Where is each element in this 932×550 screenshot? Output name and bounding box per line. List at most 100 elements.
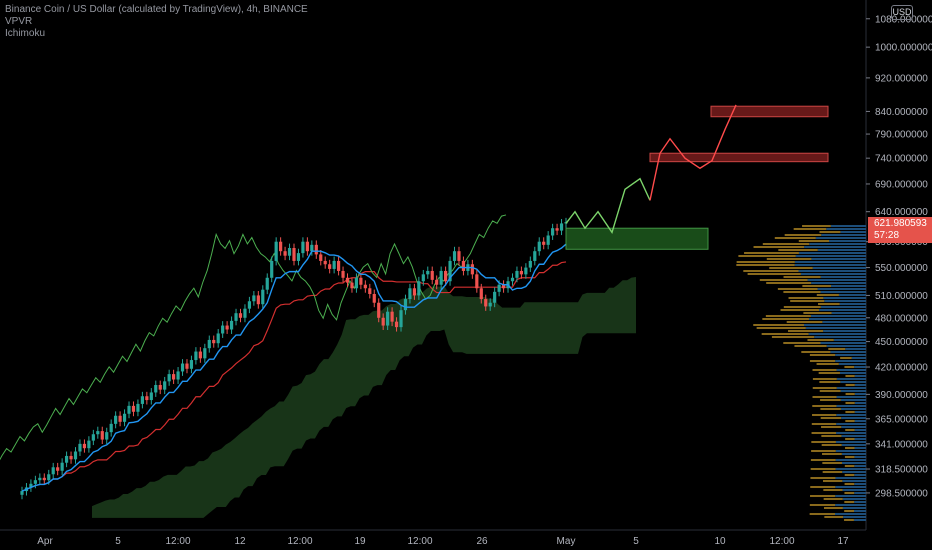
volume-bar-down	[824, 507, 843, 509]
volume-bar-down	[844, 483, 855, 485]
volume-bar-up	[811, 282, 866, 284]
volume-bar-down	[812, 369, 837, 371]
volume-bar-down	[747, 273, 801, 275]
volume-bar-down	[759, 279, 808, 281]
volume-bar-up	[854, 483, 866, 485]
candle-body	[247, 301, 252, 309]
candle-body	[457, 251, 461, 261]
candle-body	[363, 284, 367, 289]
volume-bar-down	[845, 384, 855, 386]
zone-red	[649, 152, 829, 163]
candle-body	[546, 235, 550, 245]
candle-body	[109, 423, 113, 433]
y-tick-label: 550.000000	[875, 263, 928, 274]
volume-bar-down	[783, 276, 821, 278]
candle-body	[122, 413, 127, 422]
x-tick-label: 12	[234, 536, 246, 547]
x-tick-label: Apr	[37, 536, 53, 547]
volume-bar-up	[826, 345, 866, 347]
volume-bar-down	[811, 423, 837, 425]
volume-bar-down	[756, 327, 806, 329]
y-tick-label: 365.000000	[875, 414, 928, 425]
indicator-vpvr[interactable]: VPVR	[5, 16, 33, 27]
volume-bar-up	[833, 339, 866, 341]
volume-bar-down	[820, 417, 842, 419]
candle-body	[221, 325, 225, 334]
volume-bar-down	[812, 387, 837, 389]
indicator-ichimoku[interactable]: Ichimoku	[5, 28, 46, 39]
candle-body	[296, 253, 301, 261]
candle-body	[341, 270, 345, 278]
volume-bar-up	[831, 285, 866, 287]
volume-bar-up	[840, 390, 866, 392]
volume-bar-up	[835, 486, 866, 488]
volume-bar-down	[812, 378, 837, 380]
candle-body	[345, 277, 350, 283]
candle-body	[390, 311, 394, 322]
y-tick-label: 640.000000	[875, 207, 928, 218]
volume-bar-down	[762, 243, 810, 245]
currency-badge[interactable]: USD	[891, 5, 913, 20]
volume-bar-up	[838, 294, 866, 296]
candle-body	[412, 288, 416, 296]
candle-body	[207, 339, 211, 349]
candle-body	[105, 432, 109, 440]
y-tick-label: 840.000000	[875, 107, 928, 118]
candle-body	[216, 333, 220, 344]
volume-bar-down	[845, 393, 855, 395]
volume-bar-up	[823, 330, 866, 332]
volume-bar-up	[830, 225, 866, 227]
volume-bar-down	[844, 510, 855, 512]
volume-bar-up	[804, 246, 866, 248]
zone-green	[565, 227, 709, 250]
volume-bar-down	[845, 447, 855, 449]
volume-bar-up	[803, 324, 866, 326]
volume-bar-down	[823, 480, 843, 482]
candle-body	[29, 483, 33, 488]
volume-bar-down	[811, 432, 837, 434]
volume-bar-down	[761, 333, 809, 335]
candle-body	[274, 241, 278, 261]
chart-legend: Binance Coin / US Dollar (calculated by …	[5, 4, 308, 40]
symbol-title[interactable]: Binance Coin / US Dollar (calculated by …	[5, 4, 308, 15]
volume-bar-up	[794, 261, 866, 263]
candle-body	[332, 260, 336, 269]
candle-body	[243, 308, 247, 318]
candle-body	[234, 313, 238, 321]
volume-bar-up	[836, 396, 866, 398]
candle-body	[82, 443, 87, 449]
volume-bar-down	[840, 357, 852, 359]
ichimoku-cloud	[92, 276, 636, 518]
candle-body	[154, 385, 158, 393]
y-tick-label: 341.000000	[875, 439, 928, 450]
candle-body	[368, 288, 372, 294]
volume-bar-up	[820, 306, 866, 308]
y-tick-label: 690.000000	[875, 179, 928, 190]
candle-body	[163, 381, 167, 390]
x-tick-label: 12:00	[769, 536, 794, 547]
volume-bar-up	[843, 516, 866, 518]
candle-body	[87, 440, 91, 449]
candle-body	[149, 392, 153, 401]
volume-bar-up	[836, 432, 866, 434]
candle-body	[394, 321, 399, 328]
volume-bar-up	[842, 507, 866, 509]
volume-bar-down	[766, 258, 812, 260]
candle-body	[176, 371, 180, 380]
candle-body	[417, 281, 421, 296]
candle-body	[381, 317, 385, 326]
volume-bar-down	[820, 408, 841, 410]
candle-body	[194, 351, 198, 361]
volume-bar-down	[769, 267, 813, 269]
volume-bar-up	[836, 405, 866, 407]
candle-body	[488, 302, 492, 307]
volume-bar-up	[835, 504, 866, 506]
candle-body	[524, 267, 528, 275]
candle-body	[430, 270, 434, 280]
volume-bar-down	[793, 228, 827, 230]
volume-bar-up	[835, 468, 866, 470]
volume-bar-up	[821, 234, 866, 236]
volume-bar-up	[820, 276, 866, 278]
candle-body	[305, 241, 309, 252]
